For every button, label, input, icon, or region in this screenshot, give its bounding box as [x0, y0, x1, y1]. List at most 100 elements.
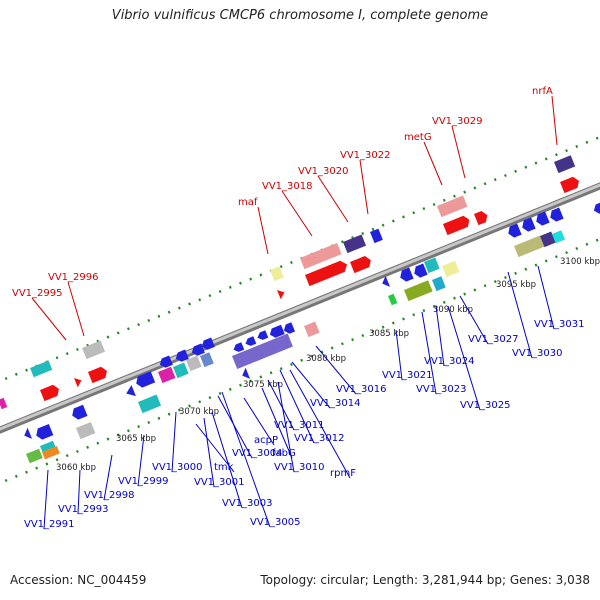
- gene-arrow: [536, 211, 550, 226]
- gene-label-forward[interactable]: maf: [238, 197, 258, 208]
- gene-arrow: [191, 343, 205, 356]
- leader-line: [281, 190, 313, 237]
- gene-label-reverse[interactable]: VV1_3023: [416, 384, 467, 395]
- gene-label-reverse[interactable]: VV1_3030: [512, 348, 563, 359]
- gene-label-forward[interactable]: nrfA: [532, 86, 553, 97]
- gene-arrow: [593, 202, 600, 214]
- gene-label-forward[interactable]: VV1_3020: [298, 166, 349, 177]
- gene-label-reverse[interactable]: VV1_2999: [118, 476, 169, 487]
- gene-label-reverse[interactable]: VV1_3004: [232, 448, 283, 459]
- gene-arrow: [560, 176, 579, 194]
- gene-arrow: [74, 378, 82, 388]
- reverse-strand-features: [24, 394, 162, 464]
- gene-block: [432, 276, 446, 292]
- gene-label-reverse[interactable]: VV1_3011: [274, 420, 325, 431]
- gene-arrow: [175, 349, 189, 362]
- gene-block: [304, 321, 320, 338]
- gene-block: [424, 257, 440, 274]
- gene-label-reverse[interactable]: VV1_3014: [310, 398, 361, 409]
- leader-line: [103, 454, 113, 501]
- gene-label-reverse[interactable]: VV1_3024: [424, 356, 475, 367]
- gene-block: [270, 266, 284, 282]
- leader-line: [261, 387, 293, 459]
- gene-arrow: [72, 404, 88, 420]
- leader-line: [291, 361, 331, 409]
- gene-label-reverse[interactable]: VV1_3016: [336, 384, 387, 395]
- kbp-tick-label: 3075 kbp: [243, 380, 283, 390]
- leader-line: [77, 469, 81, 515]
- gene-label-forward[interactable]: VV1_3022: [340, 150, 391, 161]
- gene-label-forward[interactable]: metG: [404, 132, 432, 143]
- gene-block: [300, 243, 342, 270]
- leader-line: [395, 329, 403, 381]
- genome-title: Vibrio vulnificus CMCP6 chromosome I, co…: [111, 8, 489, 23]
- leader-line: [451, 125, 466, 179]
- kbp-tick-label: 3085 kbp: [369, 329, 409, 339]
- kbp-tick-label: 3070 kbp: [179, 407, 219, 417]
- gene-label-reverse[interactable]: VV1_3005: [250, 517, 301, 528]
- gene-arrow: [245, 336, 257, 346]
- gene-label-reverse[interactable]: VV1_3031: [534, 319, 585, 330]
- gene-arrow: [474, 211, 488, 226]
- gene-label-forward[interactable]: VV1_3018: [262, 181, 313, 192]
- leader-line: [537, 265, 555, 330]
- gene-arrow: [201, 337, 215, 350]
- gene-label-forward[interactable]: VV1_2995: [12, 288, 63, 299]
- gene-label-reverse[interactable]: VV1_3010: [274, 462, 325, 473]
- gene-arrow: [414, 263, 428, 278]
- gene-arrow: [522, 217, 536, 232]
- gene-block: [42, 446, 60, 460]
- chromosome-backbone: [0, 182, 600, 434]
- gene-label-reverse[interactable]: VV1_3012: [294, 433, 345, 444]
- leader-line: [217, 395, 253, 459]
- gene-block: [437, 195, 468, 218]
- leader-line: [435, 305, 445, 367]
- leader-line: [137, 434, 145, 487]
- leader-line: [551, 95, 558, 146]
- leader-line: [211, 411, 243, 509]
- gene-label-reverse[interactable]: VV1_3027: [468, 334, 519, 345]
- leader-line: [195, 423, 235, 473]
- gene-label-forward[interactable]: VV1_3029: [432, 116, 483, 127]
- gene-label-reverse[interactable]: VV1_3000: [152, 462, 203, 473]
- gene-arrow: [443, 215, 470, 236]
- gene-arrow: [508, 223, 522, 238]
- gene-block: [343, 234, 367, 254]
- gene-label-reverse[interactable]: VV1_3021: [382, 370, 433, 381]
- gene-block: [186, 355, 202, 372]
- leader-line: [203, 417, 215, 488]
- leader-line: [267, 379, 295, 431]
- gene-arrow: [277, 290, 285, 300]
- gene-label-reverse[interactable]: fabG: [272, 448, 296, 459]
- gene-label-reverse[interactable]: rpmF: [330, 468, 356, 479]
- gene-label-forward[interactable]: VV1_2996: [48, 272, 99, 283]
- gene-block: [404, 280, 433, 302]
- gene-block: [554, 155, 576, 174]
- gene-block: [514, 235, 545, 258]
- gene-label-reverse[interactable]: VV1_2998: [84, 490, 135, 501]
- forward-strand-features: [0, 155, 579, 410]
- leader-line: [277, 381, 295, 473]
- gene-label-reverse[interactable]: VV1_3025: [460, 400, 511, 411]
- gene-label-reverse[interactable]: VV1_3003: [222, 498, 273, 509]
- gene-label-reverse[interactable]: acpP: [254, 435, 278, 446]
- gene-block: [0, 397, 8, 410]
- leader-line: [459, 295, 489, 345]
- gene-arrow: [305, 260, 348, 287]
- topology-text: Topology: circular; Length: 3,281,944 bp…: [260, 573, 590, 587]
- kbp-tick-label: 3080 kbp: [306, 354, 346, 364]
- kbp-tick-label: 3095 kbp: [496, 280, 536, 290]
- gene-label-reverse[interactable]: VV1_2991: [24, 519, 75, 530]
- gene-label-reverse[interactable]: tmk: [214, 462, 234, 473]
- gene-arrow: [242, 367, 251, 379]
- leader-line: [243, 397, 275, 446]
- kbp-tick-label: 3090 kbp: [433, 305, 473, 315]
- gene-block: [442, 260, 460, 278]
- leader-line: [447, 305, 481, 411]
- kbp-tick-label: 3100 kbp: [560, 257, 600, 267]
- gene-label-reverse[interactable]: VV1_2993: [58, 504, 109, 515]
- gene-arrow: [257, 330, 269, 340]
- backbone-adjacent-features: [126, 202, 600, 397]
- gene-label-reverse[interactable]: VV1_3001: [194, 477, 245, 488]
